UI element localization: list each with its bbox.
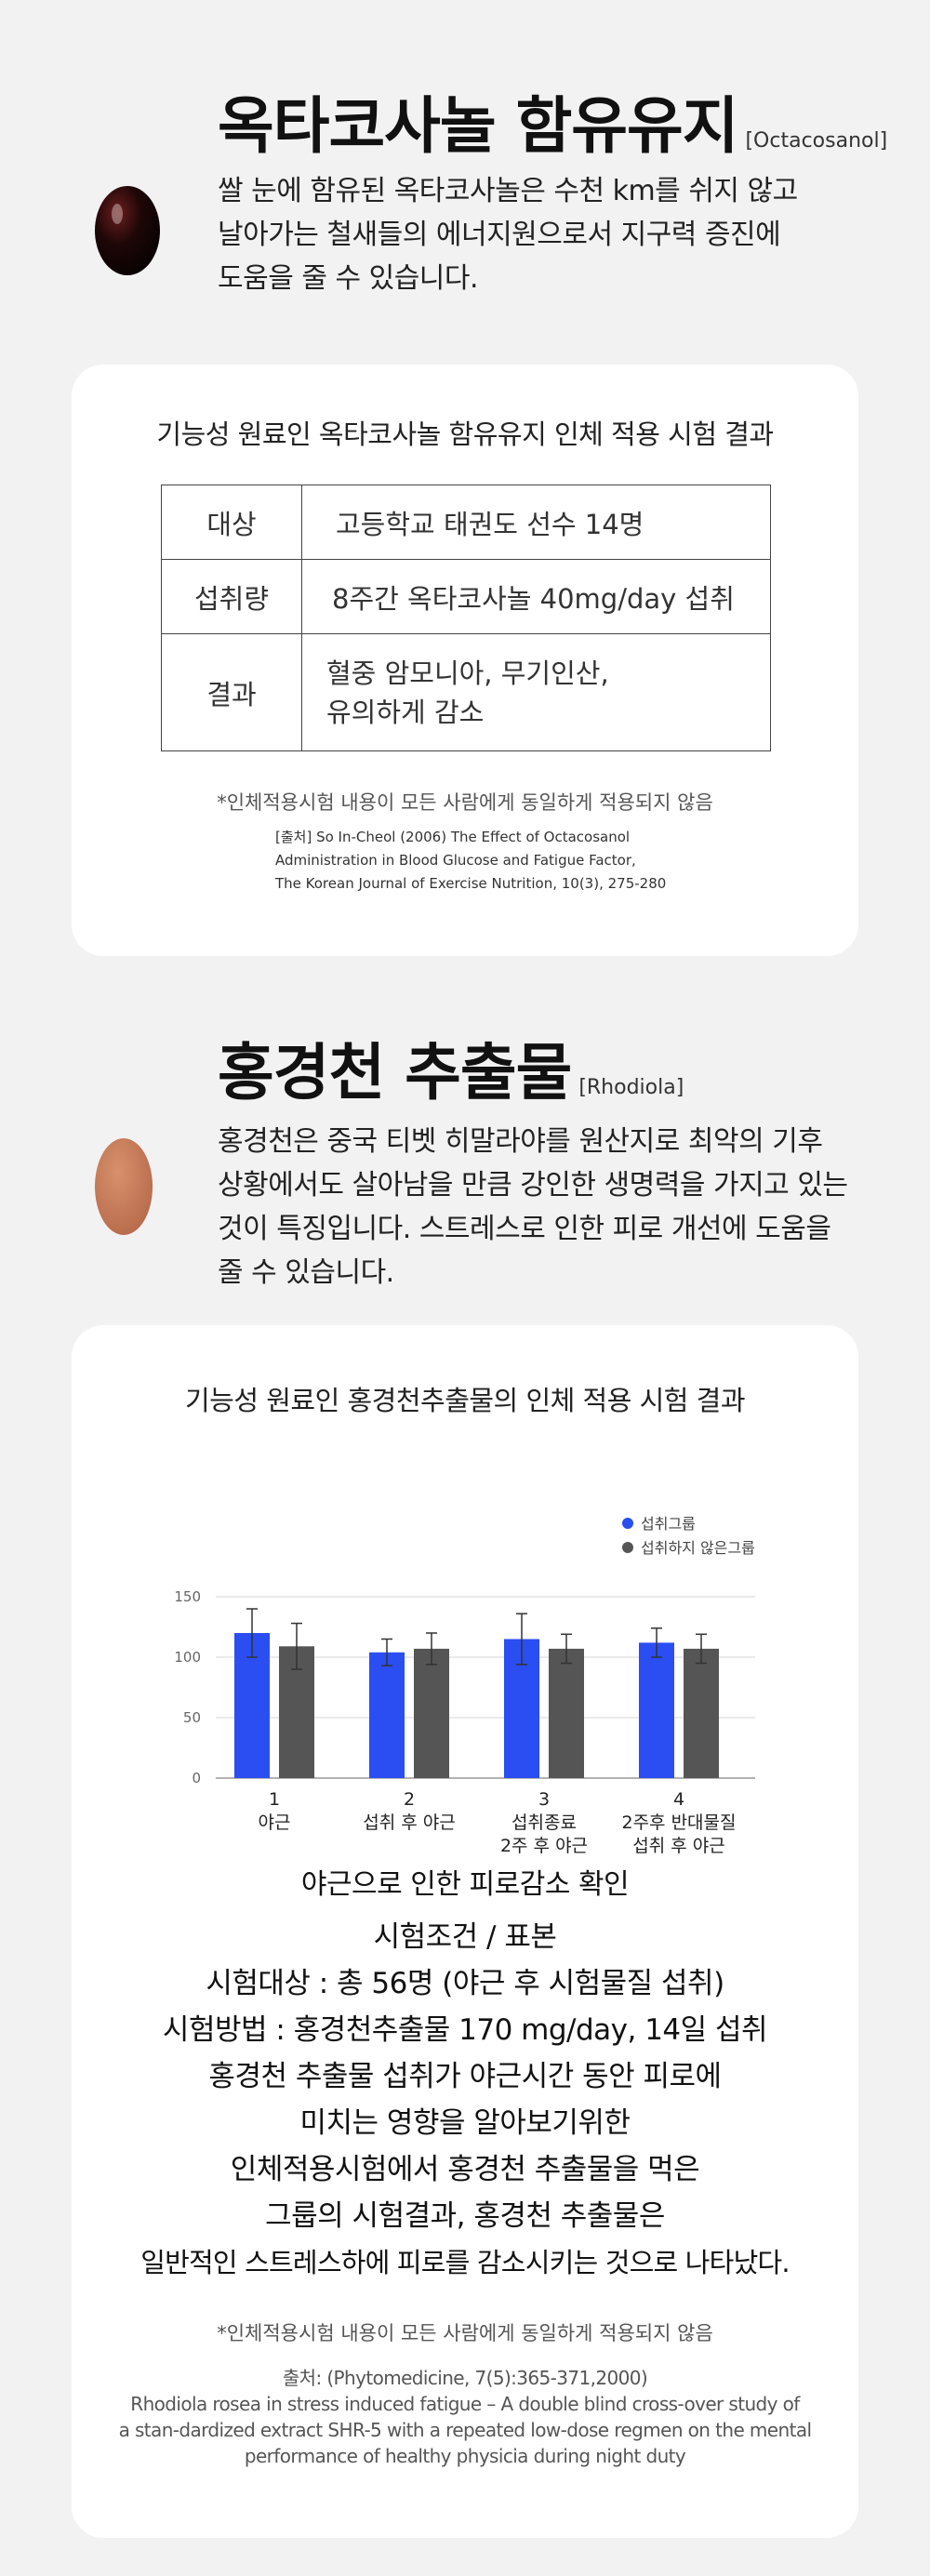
- x-category-label: 섭취종료: [512, 1812, 577, 1833]
- x-category-label: 야근: [259, 1812, 291, 1833]
- legend-label: 섭취그룹: [641, 1515, 696, 1533]
- rhodiola-result-card: 기능성 원료인 홍경천추출물의 인체 적용 시험 결과 0 50 100 150 1 야근…: [72, 1325, 858, 2538]
- y-tick-label: 100: [174, 1649, 201, 1666]
- section2-title: 홍경천 추출물 [Rhodiola]: [218, 1037, 684, 1109]
- card2-conditions: 시험조건 / 표본 시험대상 : 총 56명 (야근 후 시험물질 섭취) 시험…: [140, 1920, 790, 2278]
- x-category-label: 2주 후 야근: [500, 1836, 588, 1855]
- x-category-label: 2주후 반대물질: [621, 1812, 736, 1833]
- bar-intake-4: [639, 1642, 674, 1778]
- card1-disclaimer: *인체적용시험 내용이 모든 사람에게 동일하게 적용되지 않음: [217, 791, 713, 814]
- chart-bars: [234, 1608, 719, 1778]
- x-category-number: 3: [538, 1789, 550, 1810]
- table-row: 결과 혈중 암모니아, 무기인산, 유의하게 감소: [161, 633, 771, 751]
- legend-label: 섭취하지 않은그룹: [641, 1539, 755, 1557]
- card2-summary: 야근으로 인한 피로감소 확인: [300, 1868, 630, 1901]
- table-value-cell: 고등학교 태권도 선수 14명: [301, 485, 771, 560]
- card2-source: 출처: (Phytomedicine, 7(5):365-371,2000) R…: [118, 2367, 812, 2467]
- bar-intake-2: [369, 1652, 405, 1778]
- octacosanol-result-card: 기능성 원료인 옥타코사놀 함유유지 인체 적용 시험 결과 대상 고등학교 태…: [72, 365, 858, 956]
- x-category-number: 1: [269, 1789, 280, 1810]
- y-tick-label: 0: [192, 1770, 201, 1786]
- section1-description: 쌀 눈에 함유된 옥타코사놀은 수천 km를 쉬지 않고 날아가는 철새들의 에…: [218, 175, 798, 295]
- table-row: 섭취량 8주간 옥타코사놀 40mg/day 섭취: [161, 559, 771, 634]
- section1-title: 옥타코사놀 함유유지 [Octacosanol]: [218, 90, 888, 162]
- bar-control-3: [549, 1648, 584, 1778]
- x-category-number: 4: [673, 1789, 684, 1810]
- bar-control-4: [684, 1648, 719, 1778]
- rhodiola-tablet-image: [95, 1138, 153, 1235]
- table-row: 대상 고등학교 태권도 선수 14명: [161, 485, 771, 560]
- table-label-cell: 결과: [161, 633, 302, 751]
- legend-marker: [622, 1518, 633, 1529]
- card1-heading: 기능성 원료인 옥타코사놀 함유유지 인체 적용 시험 결과: [156, 418, 774, 450]
- card1-source: [출처] So In-Cheol (2006) The Effect of Oc…: [275, 829, 667, 892]
- table-label-cell: 섭취량: [161, 559, 302, 634]
- y-tick-label: 150: [174, 1588, 201, 1605]
- x-category-label: 섭취 후 야근: [363, 1812, 455, 1833]
- table-value-cell: 8주간 옥타코사놀 40mg/day 섭취: [301, 559, 771, 634]
- octacosanol-info-table: 대상 고등학교 태권도 선수 14명 섭취량 8주간 옥타코사놀 40mg/da…: [161, 485, 771, 751]
- x-category-label: 섭취 후 야근: [632, 1836, 724, 1855]
- section2-description: 홍경천은 중국 티벳 히말라야를 원산지로 최악의 기후 상황에서도 살아남을 …: [218, 1125, 848, 1289]
- section2-title-en: [Rhodiola]: [578, 1076, 684, 1099]
- table-value-cell: 혈중 암모니아, 무기인산, 유의하게 감소: [301, 633, 771, 751]
- card2-disclaimer: *인체적용시험 내용이 모든 사람에게 동일하게 적용되지 않음: [217, 2322, 713, 2344]
- section1-title-en: [Octacosanol]: [745, 129, 888, 153]
- card2-heading: 기능성 원료인 홍경천추출물의 인체 적용 시험 결과: [184, 1385, 746, 1416]
- x-category-number: 2: [404, 1789, 415, 1810]
- table-label-cell: 대상: [161, 485, 302, 560]
- bar-control-2: [414, 1648, 449, 1778]
- octacosanol-capsule-image: [95, 186, 160, 275]
- legend-marker: [622, 1542, 633, 1553]
- y-tick-label: 50: [183, 1709, 201, 1726]
